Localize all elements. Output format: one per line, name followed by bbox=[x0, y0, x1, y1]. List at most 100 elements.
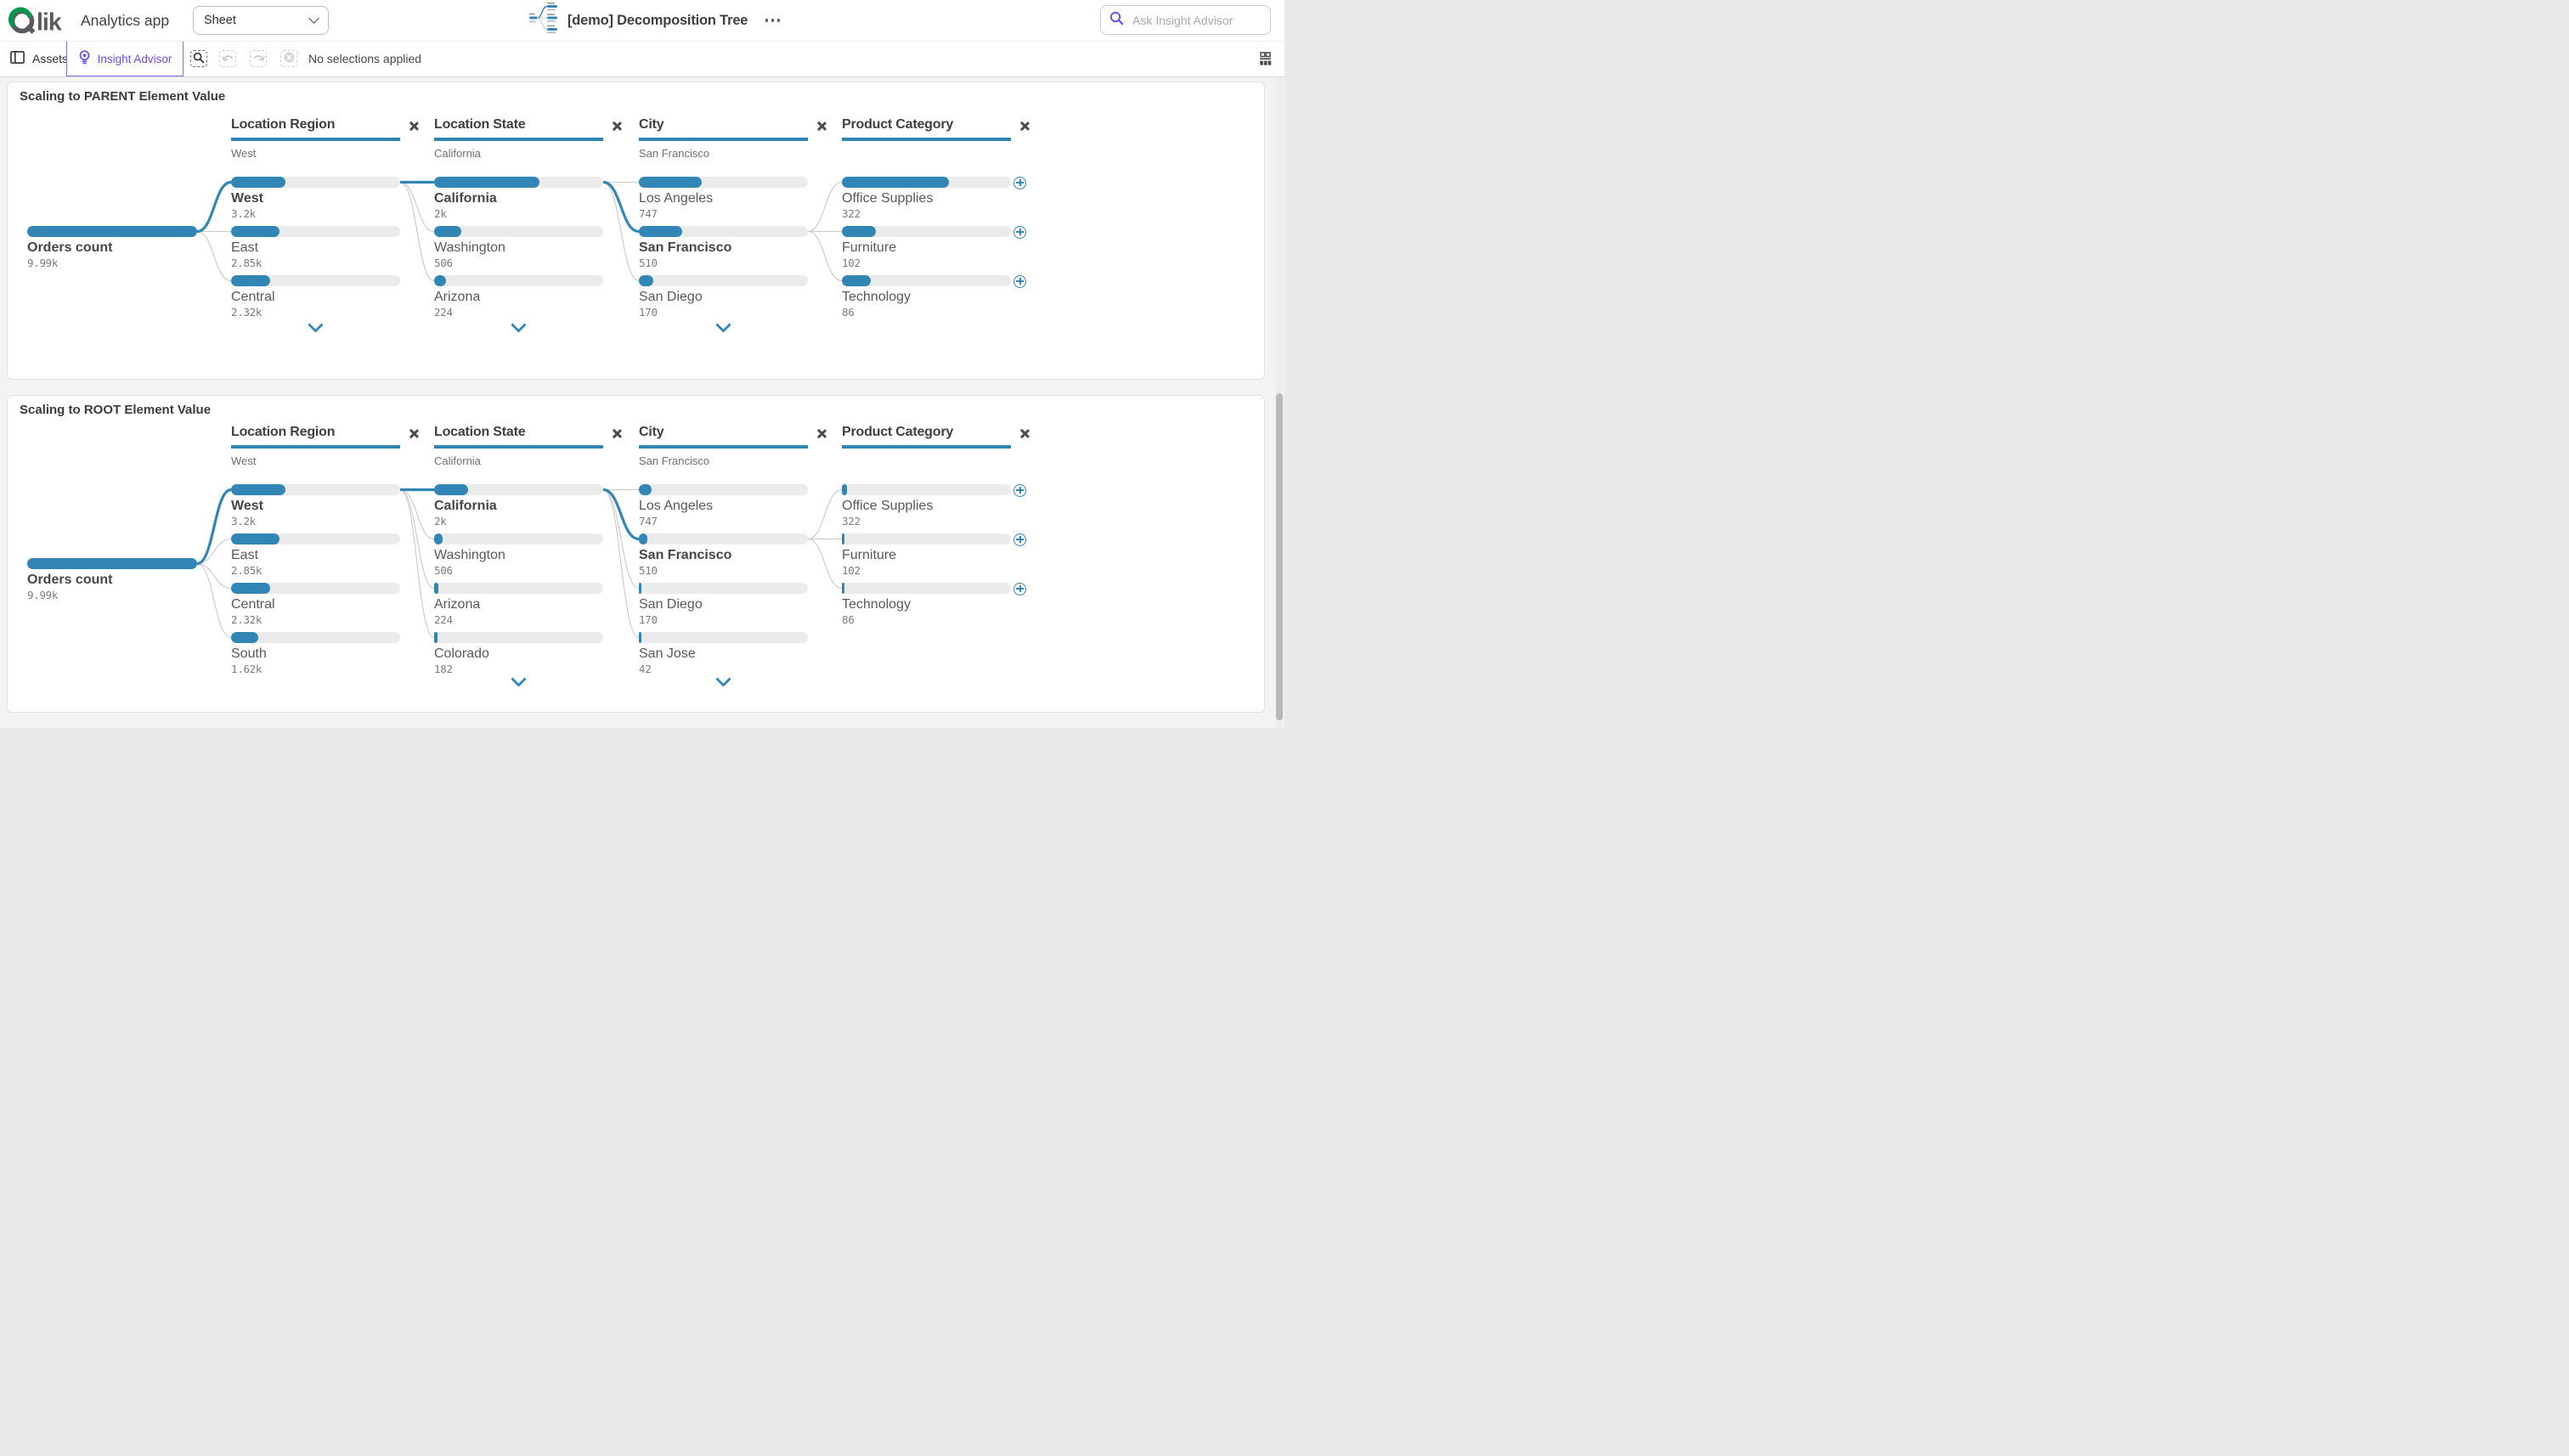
chevron-down-icon bbox=[715, 316, 731, 333]
tree-node-3-2[interactable]: San Francisco 510 bbox=[639, 226, 808, 270]
tree-node-4-2[interactable]: Furniture 102 bbox=[842, 533, 1011, 578]
close-column-button[interactable] bbox=[610, 119, 624, 133]
node-bar-track bbox=[842, 583, 1011, 594]
node-value: 747 bbox=[639, 207, 658, 220]
close-column-button[interactable] bbox=[407, 119, 421, 133]
close-icon bbox=[612, 121, 622, 131]
close-column-button[interactable] bbox=[1018, 426, 1031, 440]
node-bar-fill bbox=[434, 177, 540, 188]
column-header[interactable]: City San Francisco bbox=[639, 425, 808, 467]
node-bar-fill bbox=[231, 632, 259, 643]
decomposition-tree-panel-1: Scaling to PARENT Element Value Orders co… bbox=[7, 82, 1265, 380]
node-bar-track bbox=[434, 632, 603, 643]
clear-selections-button[interactable] bbox=[280, 50, 297, 67]
node-value: 510 bbox=[639, 564, 658, 577]
search-icon bbox=[1109, 11, 1124, 30]
column-header[interactable]: Product Category bbox=[842, 117, 1011, 160]
tree-node-2-2[interactable]: Washington 506 bbox=[434, 533, 603, 578]
assets-button[interactable]: Assets bbox=[0, 41, 80, 76]
tree-node-3-1[interactable]: Los Angeles 747 bbox=[639, 177, 808, 221]
expand-node-button[interactable] bbox=[1013, 483, 1027, 497]
panel-title: Scaling to ROOT Element Value bbox=[20, 403, 212, 417]
header-underline bbox=[842, 138, 1011, 141]
node-bar-track bbox=[231, 484, 400, 495]
tree-node-2-1[interactable]: California 2k bbox=[434, 177, 603, 221]
tree-node-3-4[interactable]: San Jose 42 bbox=[639, 632, 808, 676]
assets-panel-icon bbox=[10, 51, 25, 66]
show-more-button[interactable] bbox=[714, 670, 733, 687]
node-bar-track bbox=[434, 583, 603, 594]
node-bar-track bbox=[231, 632, 400, 643]
tree-node-4-1[interactable]: Office Supplies 322 bbox=[842, 484, 1011, 528]
expand-node-button[interactable] bbox=[1013, 225, 1027, 239]
column-header[interactable]: Location Region West bbox=[231, 117, 400, 160]
node-bar-track bbox=[842, 484, 1011, 495]
column-header[interactable]: Location State California bbox=[434, 425, 603, 467]
expand-node-button[interactable] bbox=[1013, 176, 1027, 189]
tree-node-1-4[interactable]: South 1.62k bbox=[231, 632, 400, 676]
tree-node-1-2[interactable]: East 2.85k bbox=[231, 533, 400, 578]
tree-node-3-3[interactable]: San Diego 170 bbox=[639, 583, 808, 627]
close-icon bbox=[1019, 428, 1030, 438]
tree-node-4-3[interactable]: Technology 86 bbox=[842, 275, 1011, 319]
tree-node-3-3[interactable]: San Diego 170 bbox=[639, 275, 808, 319]
tree-node-2-3[interactable]: Arizona 224 bbox=[434, 583, 603, 627]
node-value: 9.99k bbox=[27, 257, 59, 269]
tree-node-1-1[interactable]: West 3.2k bbox=[231, 484, 400, 528]
show-more-button[interactable] bbox=[714, 316, 733, 333]
tree-node-2-2[interactable]: Washington 506 bbox=[434, 226, 603, 270]
show-more-button[interactable] bbox=[510, 316, 528, 333]
column-header[interactable]: Location Region West bbox=[231, 425, 400, 467]
close-column-button[interactable] bbox=[815, 119, 828, 133]
plus-circle-icon bbox=[1013, 274, 1026, 288]
tree-node-root[interactable]: Orders count 9.99k bbox=[27, 558, 197, 602]
node-value: 2k bbox=[434, 515, 447, 528]
tree-node-3-2[interactable]: San Francisco 510 bbox=[639, 533, 808, 578]
tree-node-1-2[interactable]: East 2.85k bbox=[231, 226, 400, 270]
node-bar-fill bbox=[639, 632, 641, 643]
expand-node-button[interactable] bbox=[1013, 533, 1027, 546]
tree-node-1-3[interactable]: Central 2.32k bbox=[231, 583, 400, 627]
undo-button[interactable] bbox=[219, 50, 236, 67]
clear-selections-icon bbox=[283, 51, 296, 66]
tree-node-3-1[interactable]: Los Angeles 747 bbox=[639, 484, 808, 528]
scrollbar-thumb[interactable] bbox=[1276, 393, 1283, 720]
close-column-button[interactable] bbox=[407, 426, 421, 440]
tree-node-2-4[interactable]: Colorado 182 bbox=[434, 632, 603, 676]
plus-circle-icon bbox=[1013, 582, 1026, 595]
sheet-selector[interactable]: Sheet bbox=[193, 6, 329, 35]
tree-node-4-1[interactable]: Office Supplies 322 bbox=[842, 177, 1011, 221]
column-header[interactable]: Product Category bbox=[842, 425, 1011, 467]
expand-node-button[interactable] bbox=[1013, 582, 1027, 595]
more-menu-button[interactable] bbox=[762, 14, 783, 26]
close-column-button[interactable] bbox=[815, 426, 828, 440]
tree-node-1-1[interactable]: West 3.2k bbox=[231, 177, 400, 221]
column-title: Location Region bbox=[231, 117, 336, 132]
close-column-button[interactable] bbox=[610, 426, 624, 440]
node-bar-fill bbox=[231, 275, 271, 286]
tree-node-4-2[interactable]: Furniture 102 bbox=[842, 226, 1011, 270]
node-bar-fill bbox=[231, 533, 279, 545]
redo-button[interactable] bbox=[250, 50, 267, 67]
insight-advisor-search[interactable] bbox=[1100, 5, 1271, 35]
smart-search-button[interactable] bbox=[190, 50, 207, 67]
node-label: Furniture bbox=[842, 548, 897, 562]
search-input[interactable] bbox=[1131, 12, 1262, 28]
sheet-layout-button[interactable] bbox=[1260, 52, 1273, 68]
tree-node-2-1[interactable]: California 2k bbox=[434, 484, 603, 528]
tree-node-root[interactable]: Orders count 9.99k bbox=[27, 226, 197, 270]
close-column-button[interactable] bbox=[1018, 119, 1031, 133]
node-bar-track bbox=[231, 226, 400, 237]
insight-advisor-button[interactable]: Insight Advisor bbox=[66, 41, 184, 76]
expand-node-button[interactable] bbox=[1013, 274, 1027, 288]
column-header[interactable]: Location State California bbox=[434, 117, 603, 160]
tree-node-2-3[interactable]: Arizona 224 bbox=[434, 275, 603, 319]
vertical-scrollbar[interactable] bbox=[1275, 76, 1284, 728]
tree-node-1-3[interactable]: Central 2.32k bbox=[231, 275, 400, 319]
show-more-button[interactable] bbox=[307, 316, 325, 333]
column-header[interactable]: City San Francisco bbox=[639, 117, 808, 160]
show-more-button[interactable] bbox=[510, 670, 528, 687]
tree-node-4-3[interactable]: Technology 86 bbox=[842, 583, 1011, 627]
node-label: Colorado bbox=[434, 646, 489, 661]
node-value: 2.32k bbox=[231, 306, 263, 319]
